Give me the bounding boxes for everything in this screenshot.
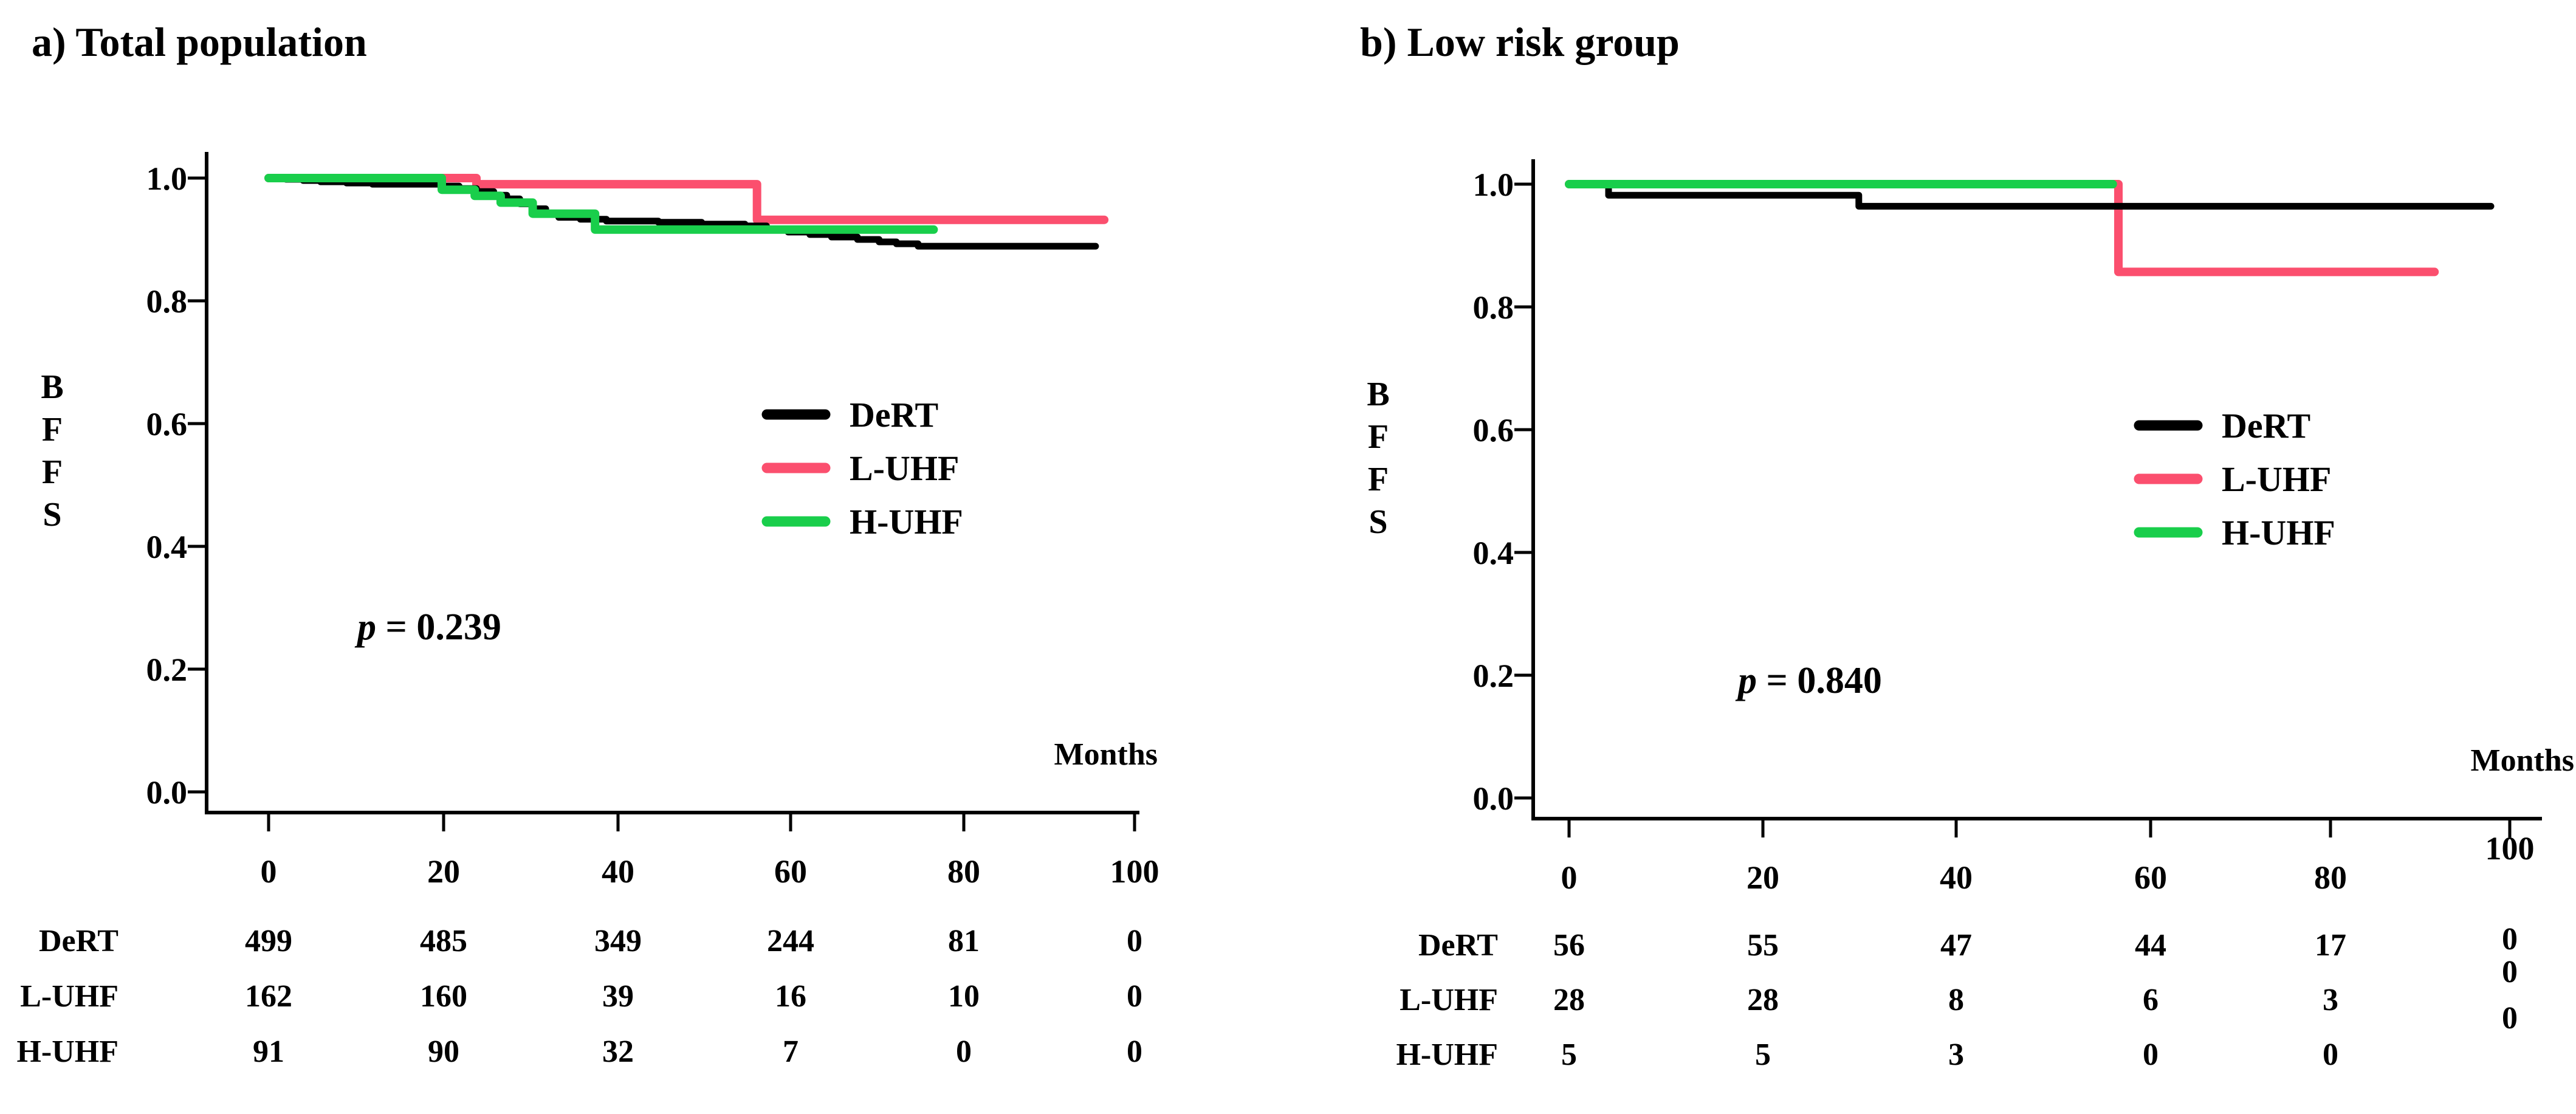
panel-b-risk-cell: 5 (1561, 1037, 1577, 1072)
panel-a-series-H-UHF-line (264, 174, 938, 234)
panel-a-x-tick-label: 80 (947, 853, 980, 890)
panel-a-risk-cell: 91 (253, 1034, 284, 1069)
panel-a-y-tick-label: 0.4 (146, 529, 188, 565)
panel-b-risk-cell: 0 (2143, 1037, 2159, 1072)
panel-a-risk-cell: 0 (1127, 1034, 1142, 1069)
panel-a-y-tick-label: 1.0 (146, 160, 188, 197)
panel-b-y-tick-label: 0.2 (1473, 658, 1514, 694)
panel-a-p-value: p = 0.239 (354, 607, 501, 648)
panel-a-risk-cell: 244 (767, 924, 814, 958)
panel-b-ylabel-letter: F (1368, 461, 1389, 498)
panel-a-risk-cell: 32 (602, 1034, 634, 1069)
panel-b-x-tick-label: 80 (2314, 859, 2347, 896)
panel-a-ylabel-letter: B (41, 368, 63, 406)
panel-b-legend-label-H-UHF: H-UHF (2222, 513, 2335, 552)
panel-a-risk-cell: 160 (420, 979, 467, 1014)
panel-a-y-tick-label: 0.8 (146, 283, 188, 320)
panel-a-risk-cell: 162 (245, 979, 292, 1014)
panel-a-legend-label-DeRT: DeRT (850, 395, 938, 435)
panel-a-x-tick-label: 20 (427, 853, 460, 890)
panel-b-ylabel-letter: S (1369, 503, 1387, 541)
panel-a-ylabel-letter: F (42, 453, 63, 491)
panel-b-y-tick-label: 0.8 (1473, 289, 1514, 326)
panel-a-x-tick-label: 0 (261, 853, 277, 890)
panel-a-title: a) Total population (32, 19, 367, 65)
panel-b-risk-row-label: DeRT (1418, 928, 1498, 963)
panel-b-risk-cell: 3 (1948, 1037, 1964, 1072)
panel-a-risk-row-label: L-UHF (20, 979, 118, 1014)
panel-a-xlabel: Months (1054, 737, 1158, 772)
panel-b-x-tick-label: 20 (1747, 859, 1779, 896)
panel-a-ylabel-letter: F (42, 411, 63, 449)
panel-a-risk-row-label: H-UHF (16, 1034, 118, 1069)
panel-a-risk-row-label: DeRT (39, 924, 118, 958)
panel-b-risk-cell: 28 (1747, 983, 1779, 1017)
panel-a-risk-cell: 81 (948, 924, 980, 958)
panel-b-x-tick-label: 100 (2485, 830, 2535, 867)
panel-b-title: b) Low risk group (1360, 19, 1680, 65)
panel-a-x-tick-label: 100 (1110, 853, 1159, 890)
panel-b-x-tick-label: 0 (1561, 859, 1578, 896)
panel-a-risk-cell: 0 (1127, 924, 1142, 958)
panel-a-risk-cell: 90 (428, 1034, 459, 1069)
panel-a-risk-cell: 485 (420, 924, 467, 958)
panel-b-risk-cell: 0 (2502, 1001, 2518, 1036)
panel-b-risk-row-label: H-UHF (1396, 1037, 1498, 1072)
panel-b-xlabel: Months (2471, 743, 2574, 778)
panel-a-ylabel-letter: S (43, 496, 61, 534)
panel-a-risk-cell: 10 (948, 979, 980, 1014)
panel-a-legend-label-L-UHF: L-UHF (850, 449, 959, 488)
panel-b-risk-cell: 17 (2315, 928, 2346, 963)
panel-b-risk-cell: 0 (2323, 1037, 2338, 1072)
panel-b-risk-cell: 44 (2135, 928, 2166, 963)
panel-a-risk-cell: 499 (245, 924, 292, 958)
panel-a-risk-cell: 16 (775, 979, 806, 1014)
panel-b-risk-cell: 55 (1747, 928, 1779, 963)
panel-b-risk-row-label: L-UHF (1400, 983, 1498, 1017)
panel-b-risk-cell: 6 (2143, 983, 2159, 1017)
panel-a-x-tick-label: 40 (602, 853, 634, 890)
panel-b-risk-cell: 3 (2323, 983, 2338, 1017)
panel-b-risk-cell: 28 (1553, 983, 1585, 1017)
panel-a-risk-cell: 349 (594, 924, 642, 958)
panel-b-risk-cell: 8 (1948, 983, 1964, 1017)
panel-a-legend-label-H-UHF: H-UHF (850, 502, 963, 542)
panel-a-y-tick-label: 0.2 (146, 652, 188, 688)
panel-b-x-tick-label: 40 (1940, 859, 1973, 896)
panel-b-legend-label-DeRT: DeRT (2222, 406, 2310, 445)
panel-b-p-value: p = 0.840 (1735, 660, 1882, 701)
panel-a-risk-cell: 0 (1127, 979, 1142, 1014)
panel-b-risk-cell: 0 (2502, 955, 2518, 989)
panel-b-risk-cell: 47 (1940, 928, 1972, 963)
panel-a-y-tick-label: 0.6 (146, 406, 188, 442)
panel-a-risk-cell: 39 (602, 979, 634, 1014)
panel-a-x-tick-label: 60 (774, 853, 807, 890)
panel-a-risk-cell: 7 (783, 1034, 799, 1069)
panel-b-y-tick-label: 0.4 (1473, 535, 1514, 571)
panel-b-ylabel-letter: B (1367, 376, 1389, 413)
panel-b-y-tick-label: 0.0 (1473, 780, 1514, 817)
panel-b-risk-cell: 0 (2502, 922, 2518, 957)
panel-b-y-tick-label: 0.6 (1473, 412, 1514, 449)
panel-b-x-tick-label: 60 (2134, 859, 2167, 896)
panel-b-ylabel-letter: F (1368, 418, 1389, 456)
panel-b-risk-cell: 56 (1553, 928, 1585, 963)
panel-a-risk-cell: 0 (956, 1034, 972, 1069)
panel-b-risk-cell: 5 (1755, 1037, 1771, 1072)
panel-b-y-tick-label: 1.0 (1473, 167, 1514, 203)
panel-a-y-tick-label: 0.0 (146, 774, 188, 811)
panel-b-legend-label-L-UHF: L-UHF (2222, 459, 2331, 499)
